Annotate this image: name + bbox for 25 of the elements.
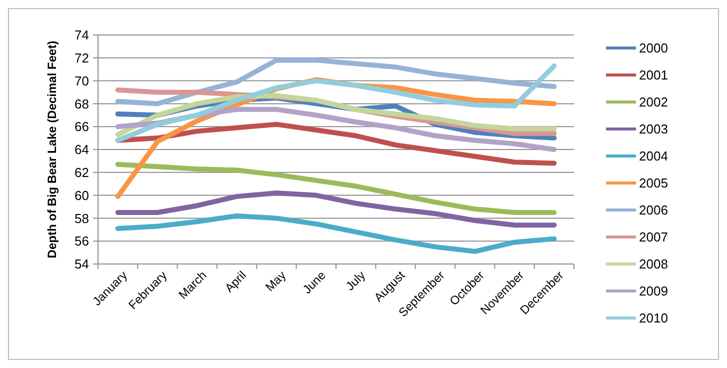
legend-label: 2010	[639, 310, 668, 326]
legend-label: 2004	[639, 148, 668, 164]
y-tick-label: 60	[74, 188, 89, 203]
y-tick-label: 70	[74, 73, 89, 88]
y-tick-label: 72	[74, 50, 89, 66]
y-axis-title: Depth of Big Bear Lake (Decimal Feet)	[45, 40, 59, 258]
legend-label: 2006	[639, 202, 668, 218]
legend-label: 2008	[639, 256, 668, 272]
y-tick-label: 56	[74, 234, 89, 249]
y-tick-label: 66	[74, 119, 89, 134]
y-tick-label: 62	[74, 164, 89, 180]
legend-label: 2002	[639, 94, 668, 110]
legend-label: 2000	[639, 40, 668, 56]
x-tick-label: July	[342, 268, 368, 294]
legend-label: 2003	[639, 122, 668, 137]
y-tick-label: 68	[74, 96, 89, 112]
y-tick-label: 64	[74, 142, 89, 158]
legend-label: 2005	[639, 176, 668, 191]
x-tick-label: May	[262, 268, 289, 294]
legend-label: 2007	[639, 230, 668, 245]
legend-label: 2009	[639, 284, 668, 299]
y-tick-label: 74	[74, 28, 89, 43]
y-tick-label: 54	[74, 256, 89, 272]
legend-label: 2001	[639, 68, 668, 83]
y-tick-label: 58	[74, 210, 89, 226]
